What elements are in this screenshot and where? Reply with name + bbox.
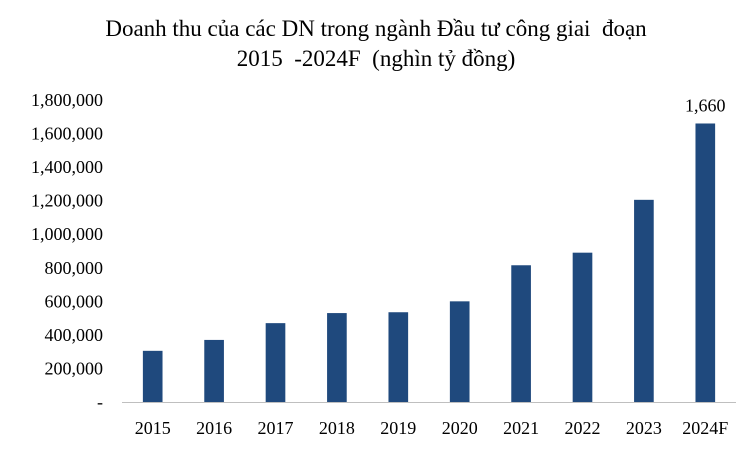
- y-tick-label: 1,800,000: [31, 90, 103, 110]
- y-tick-label: 200,000: [45, 358, 104, 378]
- x-tick-label: 2024F: [682, 418, 728, 438]
- x-tick-label: 2022: [565, 418, 601, 438]
- bar-2020: [449, 301, 470, 402]
- chart-title-line-1: Doanh thu của các DN trong ngành Đầu tư …: [105, 16, 647, 41]
- x-tick-label: 2020: [442, 418, 478, 438]
- bar-2022: [572, 252, 593, 402]
- x-tick-label: 2019: [380, 418, 416, 438]
- x-tick-label: 2015: [135, 418, 171, 438]
- bar-2023: [634, 199, 654, 402]
- y-tick-label: 1,200,000: [31, 191, 103, 211]
- bar-2016: [204, 339, 224, 402]
- data-label: 1,660: [685, 95, 726, 115]
- y-tick-label: 1,600,000: [31, 124, 103, 144]
- bar-2019: [388, 312, 409, 402]
- x-tick-label: 2016: [196, 418, 232, 438]
- bar-2015: [142, 350, 163, 402]
- x-tick-label: 2021: [503, 418, 539, 438]
- y-tick-label: -: [97, 392, 103, 412]
- chart-title-line-2: 2015 -2024F (nghìn tỷ đồng): [236, 46, 516, 71]
- y-tick-label: 600,000: [45, 291, 104, 311]
- y-tick-label: 1,000,000: [31, 224, 103, 244]
- bar-2021: [511, 265, 531, 402]
- x-tick-label: 2017: [258, 418, 294, 438]
- bar-2018: [327, 313, 347, 402]
- y-tick-label: 800,000: [45, 258, 104, 278]
- chart-title: Doanh thu của các DN trong ngành Đầu tư …: [0, 14, 752, 74]
- bar-2024f: [695, 123, 716, 402]
- x-tick-label: 2018: [319, 418, 355, 438]
- bar-2017: [265, 323, 286, 402]
- y-tick-label: 400,000: [45, 325, 104, 345]
- y-tick-label: 1,400,000: [31, 157, 103, 177]
- x-tick-label: 2023: [626, 418, 662, 438]
